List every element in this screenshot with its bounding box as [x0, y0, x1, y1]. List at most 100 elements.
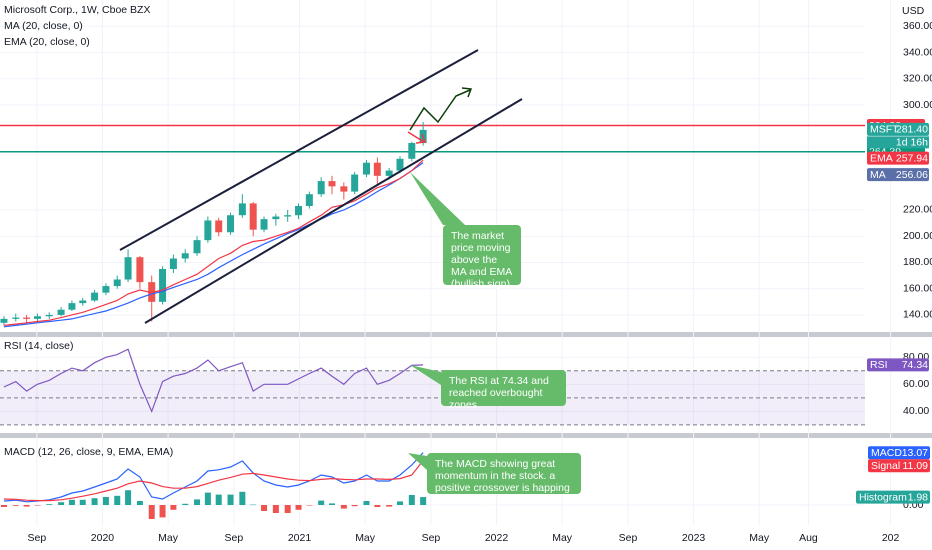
histogram-bar: [79, 499, 86, 505]
candle-body: [169, 258, 177, 270]
y-tick-label: 40.00: [903, 405, 929, 417]
x-tick-label: Sep: [28, 532, 47, 544]
price-label-name: EMA: [870, 152, 893, 164]
macd-label-name: Signal: [871, 460, 900, 472]
y-tick-label: 200.00: [903, 230, 932, 242]
rsi-label-bg: [867, 358, 929, 372]
candle-body: [408, 143, 416, 159]
histogram-bar: [58, 502, 65, 505]
y-tick-label: 160.00: [903, 282, 932, 294]
histogram-bar: [0, 505, 7, 507]
histogram-bar: [363, 501, 370, 505]
price-label-bg: [867, 151, 929, 165]
candle-body: [340, 186, 348, 192]
candle-body: [136, 257, 144, 283]
x-tick-label: Sep: [225, 532, 244, 544]
histogram-bar: [215, 494, 222, 505]
histogram-bar: [148, 505, 155, 519]
candle-body: [351, 174, 359, 192]
macd-label-bg: [868, 446, 930, 460]
histogram-bar: [114, 495, 121, 505]
histogram-bar: [239, 491, 246, 505]
x-tick-label: 2022: [485, 532, 509, 544]
x-tick-label: Sep: [619, 532, 638, 544]
pane-title: RSI (14, close): [4, 340, 73, 352]
y-tick-label: 140.00: [903, 309, 932, 321]
macd-label-bg: [856, 490, 930, 504]
series-line: [3, 452, 424, 503]
x-tick-label: May: [749, 532, 770, 544]
histogram-bar: [261, 505, 268, 511]
x-tick-label: 202: [882, 532, 900, 544]
candle-body: [249, 203, 257, 230]
price-label-value: 257.94: [896, 152, 928, 164]
pane-separator: [0, 332, 932, 337]
histogram-bar: [250, 504, 257, 506]
projection-arrow: [409, 89, 471, 131]
y-tick-label: 60.00: [903, 378, 929, 390]
macd-label-bg: [868, 459, 930, 473]
histogram-bar: [170, 505, 177, 510]
callout: The market price moving above the MA and…: [443, 225, 521, 290]
macd-label-value: 1.98: [908, 491, 929, 503]
callout: The RSI at 74.34 and reached overbought …: [441, 370, 566, 411]
series-line: [3, 159, 424, 326]
candle-body: [57, 309, 65, 315]
price-label-bg: [867, 122, 929, 136]
y-tick-label: 340.00: [903, 46, 932, 58]
candle-body: [193, 240, 201, 254]
arrow-head: [415, 133, 427, 144]
histogram-bar: [68, 499, 75, 505]
histogram-bar: [34, 505, 41, 506]
arrow-head: [461, 87, 473, 98]
y-tick-label: 180.00: [903, 256, 932, 268]
x-tick-label: May: [355, 532, 376, 544]
countdown: 1d 16h: [896, 137, 928, 149]
indicator-label: MA (20, close, 0): [4, 20, 83, 32]
y-tick-label: 220.00: [903, 204, 932, 216]
x-tick-label: May: [158, 532, 179, 544]
candle-body: [215, 220, 223, 233]
pane-separator: [0, 433, 932, 438]
histogram-bar: [351, 505, 358, 507]
channel-line: [119, 49, 479, 251]
candle-body: [328, 181, 336, 187]
candle-body: [33, 316, 41, 319]
candle-body: [91, 292, 99, 301]
candle-body: [12, 317, 20, 319]
histogram-bar: [159, 505, 166, 518]
x-tick-label: 2021: [288, 532, 312, 544]
candle-body: [317, 181, 325, 195]
price-label-name: MA: [870, 169, 886, 181]
histogram-bar: [136, 501, 143, 505]
x-tick-label: Sep: [422, 532, 441, 544]
countdown-bg: [867, 136, 929, 149]
candle-body: [305, 194, 313, 207]
currency: USD: [902, 5, 925, 17]
histogram-bar: [46, 504, 53, 505]
rsi-label-name: RSI: [870, 359, 888, 371]
histogram-bar: [420, 497, 427, 505]
histogram-bar: [386, 505, 393, 507]
histogram-bar: [227, 494, 234, 505]
histogram-bar: [284, 505, 291, 513]
histogram-bar: [204, 492, 211, 505]
candle-body: [68, 303, 76, 310]
candle-body: [362, 162, 370, 175]
chart-title: Microsoft Corp., 1W, Cboe BZX: [4, 4, 150, 16]
macd-label-value: 13.07: [902, 447, 928, 459]
series-line: [3, 460, 424, 502]
histogram-bar: [318, 500, 325, 505]
price-label-value: 256.06: [896, 169, 928, 181]
price-label-bg: [867, 168, 929, 182]
candle-body: [295, 206, 303, 216]
histogram-bar: [340, 505, 347, 509]
callout-pointer: [410, 172, 465, 225]
histogram-bar: [306, 505, 313, 506]
x-tick-label: May: [552, 532, 573, 544]
y-tick-label: 300.00: [903, 99, 932, 111]
histogram-bar: [182, 503, 189, 505]
candle-body: [102, 286, 110, 293]
candle-body: [113, 279, 121, 287]
